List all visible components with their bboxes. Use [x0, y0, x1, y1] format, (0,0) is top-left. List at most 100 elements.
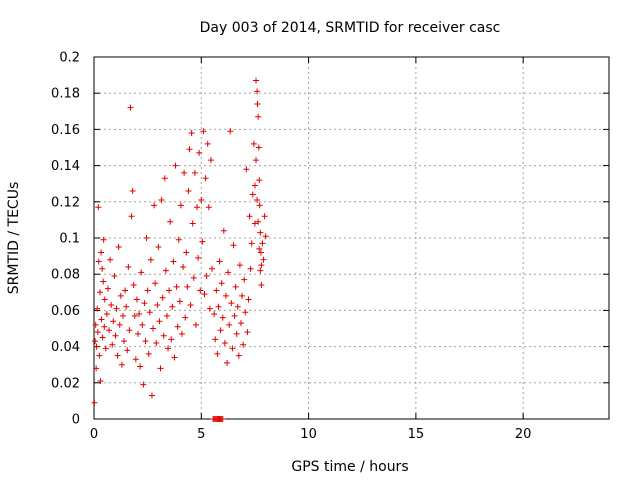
data-point [98, 249, 105, 256]
y-tick-label: 0.06 [51, 304, 80, 319]
data-point [183, 249, 190, 256]
data-point [131, 312, 138, 319]
x-tick-label: 20 [515, 427, 532, 442]
data-point [167, 218, 174, 225]
data-point [137, 363, 144, 370]
data-point [244, 329, 251, 336]
data-point [133, 296, 140, 303]
data-point [247, 265, 254, 272]
y-tick-label: 0.18 [51, 87, 80, 102]
data-point [146, 309, 153, 316]
data-point [262, 233, 269, 240]
data-point [204, 140, 211, 147]
data-point [196, 149, 203, 156]
data-point [143, 235, 150, 241]
data-point [97, 289, 104, 296]
data-point [254, 101, 261, 108]
data-point [93, 365, 100, 372]
data-point [250, 140, 257, 147]
x-tick-label: 5 [197, 427, 205, 442]
data-point [260, 256, 267, 263]
y-tick-label: 0.14 [51, 159, 80, 174]
data-point [226, 321, 233, 328]
data-point [129, 187, 136, 194]
data-point [209, 265, 216, 272]
data-point [94, 329, 101, 336]
data-point [256, 245, 263, 252]
data-point [255, 144, 262, 151]
data-point [207, 157, 214, 164]
data-point [199, 238, 206, 245]
data-point [100, 236, 107, 243]
data-point [178, 330, 185, 337]
data-point [205, 204, 212, 211]
data-point [191, 169, 198, 176]
data-point [180, 263, 187, 270]
data-point [218, 280, 225, 287]
data-point [213, 287, 220, 294]
data-point [219, 314, 226, 321]
data-point [200, 128, 207, 135]
data-point [215, 303, 222, 310]
data-point [198, 196, 205, 203]
data-point [126, 327, 133, 334]
data-point [212, 336, 219, 343]
data-point [214, 350, 221, 357]
data-point [145, 350, 152, 357]
data-point [116, 321, 123, 328]
data-point [153, 339, 160, 346]
data-point [134, 330, 141, 337]
data-point [220, 227, 227, 234]
data-point [136, 311, 143, 318]
data-point [202, 175, 209, 182]
data-point [235, 352, 242, 359]
data-point [232, 283, 239, 290]
data-point [112, 332, 119, 339]
data-point [230, 242, 237, 249]
data-point [241, 276, 248, 283]
data-point [176, 298, 183, 305]
data-point [254, 88, 261, 95]
data-point [237, 320, 244, 327]
data-point [97, 377, 104, 384]
data-point [93, 343, 100, 350]
data-point [177, 202, 184, 209]
data-point [109, 341, 116, 348]
data-point [118, 361, 125, 368]
data-point [239, 292, 246, 299]
data-point [158, 196, 165, 203]
data-point [257, 267, 264, 274]
data-point [206, 305, 213, 312]
data-point [233, 330, 240, 337]
x-tick-label: 0 [90, 427, 98, 442]
data-point [219, 416, 226, 422]
data-point [156, 318, 163, 325]
data-point [251, 220, 258, 227]
y-tick-label: 0.16 [51, 123, 80, 138]
data-point [197, 287, 204, 294]
x-tick-label: 10 [300, 427, 317, 442]
data-point [175, 236, 182, 243]
data-point [165, 345, 172, 352]
data-point [172, 162, 179, 169]
data-point [256, 177, 263, 184]
data-point [104, 285, 111, 292]
data-point [217, 327, 224, 334]
data-point [229, 345, 236, 352]
data-point [106, 327, 113, 334]
data-point [254, 196, 261, 203]
data-point [211, 311, 218, 318]
data-point [257, 229, 264, 236]
data-point [259, 240, 266, 247]
plot-frame [93, 56, 610, 420]
data-point [159, 294, 166, 301]
data-point [246, 213, 253, 220]
x-tick-label: 15 [408, 427, 425, 442]
data-point [123, 303, 130, 310]
data-point [184, 283, 191, 290]
data-point [236, 262, 243, 269]
data-point [96, 352, 103, 359]
data-point [157, 365, 164, 372]
data-point [162, 267, 169, 274]
data-point [190, 274, 197, 281]
